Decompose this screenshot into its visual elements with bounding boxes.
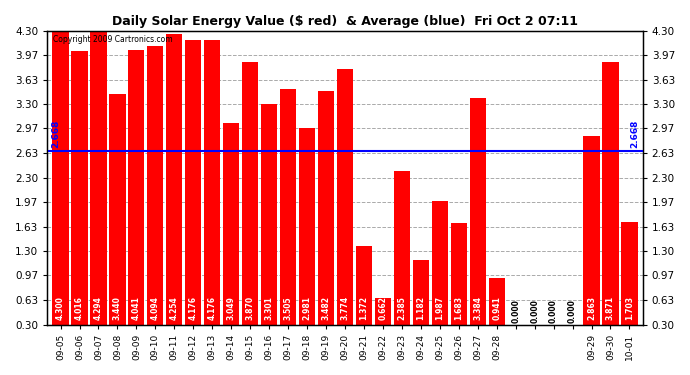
Text: 2.863: 2.863 bbox=[587, 296, 596, 320]
Bar bbox=[470, 98, 486, 325]
Text: 4.294: 4.294 bbox=[94, 296, 103, 320]
Bar bbox=[128, 50, 144, 325]
Bar bbox=[299, 128, 315, 325]
Text: 0.941: 0.941 bbox=[492, 296, 501, 320]
Bar bbox=[375, 298, 391, 325]
Text: 0.000: 0.000 bbox=[511, 299, 520, 323]
Text: 4.254: 4.254 bbox=[170, 296, 179, 320]
Text: 2.668: 2.668 bbox=[51, 119, 60, 148]
Bar bbox=[166, 34, 182, 325]
Bar bbox=[147, 46, 164, 325]
Text: 3.870: 3.870 bbox=[246, 296, 255, 320]
Text: 3.049: 3.049 bbox=[227, 296, 236, 320]
Bar bbox=[90, 31, 106, 325]
Bar bbox=[242, 62, 258, 325]
Text: 4.016: 4.016 bbox=[75, 296, 84, 320]
Text: 2.668: 2.668 bbox=[630, 119, 639, 148]
Text: 4.176: 4.176 bbox=[189, 296, 198, 320]
Bar bbox=[602, 62, 618, 325]
Bar bbox=[394, 171, 410, 325]
Text: 4.094: 4.094 bbox=[151, 296, 160, 320]
Text: 3.301: 3.301 bbox=[265, 296, 274, 320]
Bar bbox=[489, 278, 505, 325]
Text: 1.683: 1.683 bbox=[454, 296, 463, 320]
Text: 2.385: 2.385 bbox=[397, 296, 406, 320]
Bar bbox=[223, 123, 239, 325]
Text: 4.176: 4.176 bbox=[208, 296, 217, 320]
Text: 1.372: 1.372 bbox=[359, 296, 368, 320]
Bar bbox=[432, 201, 448, 325]
Text: 1.987: 1.987 bbox=[435, 296, 444, 320]
Bar bbox=[110, 94, 126, 325]
Text: 3.871: 3.871 bbox=[606, 296, 615, 320]
Text: 4.300: 4.300 bbox=[56, 296, 65, 320]
Bar bbox=[584, 136, 600, 325]
Bar bbox=[185, 40, 201, 325]
Title: Daily Solar Energy Value ($ red)  & Average (blue)  Fri Oct 2 07:11: Daily Solar Energy Value ($ red) & Avera… bbox=[112, 15, 578, 28]
Text: 3.482: 3.482 bbox=[322, 296, 331, 320]
Text: Copyright 2009 Cartronics.com: Copyright 2009 Cartronics.com bbox=[53, 35, 173, 44]
Text: 0.000: 0.000 bbox=[549, 299, 558, 323]
Bar bbox=[52, 30, 68, 325]
Bar bbox=[337, 69, 353, 325]
Bar bbox=[356, 246, 372, 325]
Bar bbox=[72, 51, 88, 325]
Text: 3.384: 3.384 bbox=[473, 296, 482, 320]
Text: 4.041: 4.041 bbox=[132, 296, 141, 320]
Text: 3.774: 3.774 bbox=[340, 296, 350, 320]
Bar bbox=[451, 223, 467, 325]
Bar bbox=[413, 260, 429, 325]
Text: 1.703: 1.703 bbox=[625, 296, 634, 320]
Bar bbox=[204, 40, 220, 325]
Bar bbox=[280, 89, 296, 325]
Text: 3.440: 3.440 bbox=[113, 296, 122, 320]
Bar bbox=[622, 222, 638, 325]
Text: 3.505: 3.505 bbox=[284, 296, 293, 320]
Text: 0.000: 0.000 bbox=[568, 299, 577, 323]
Text: 2.981: 2.981 bbox=[303, 296, 312, 320]
Text: 1.182: 1.182 bbox=[416, 296, 425, 320]
Text: 0.000: 0.000 bbox=[530, 299, 539, 323]
Text: 0.662: 0.662 bbox=[378, 296, 387, 320]
Bar bbox=[318, 91, 334, 325]
Bar bbox=[261, 104, 277, 325]
